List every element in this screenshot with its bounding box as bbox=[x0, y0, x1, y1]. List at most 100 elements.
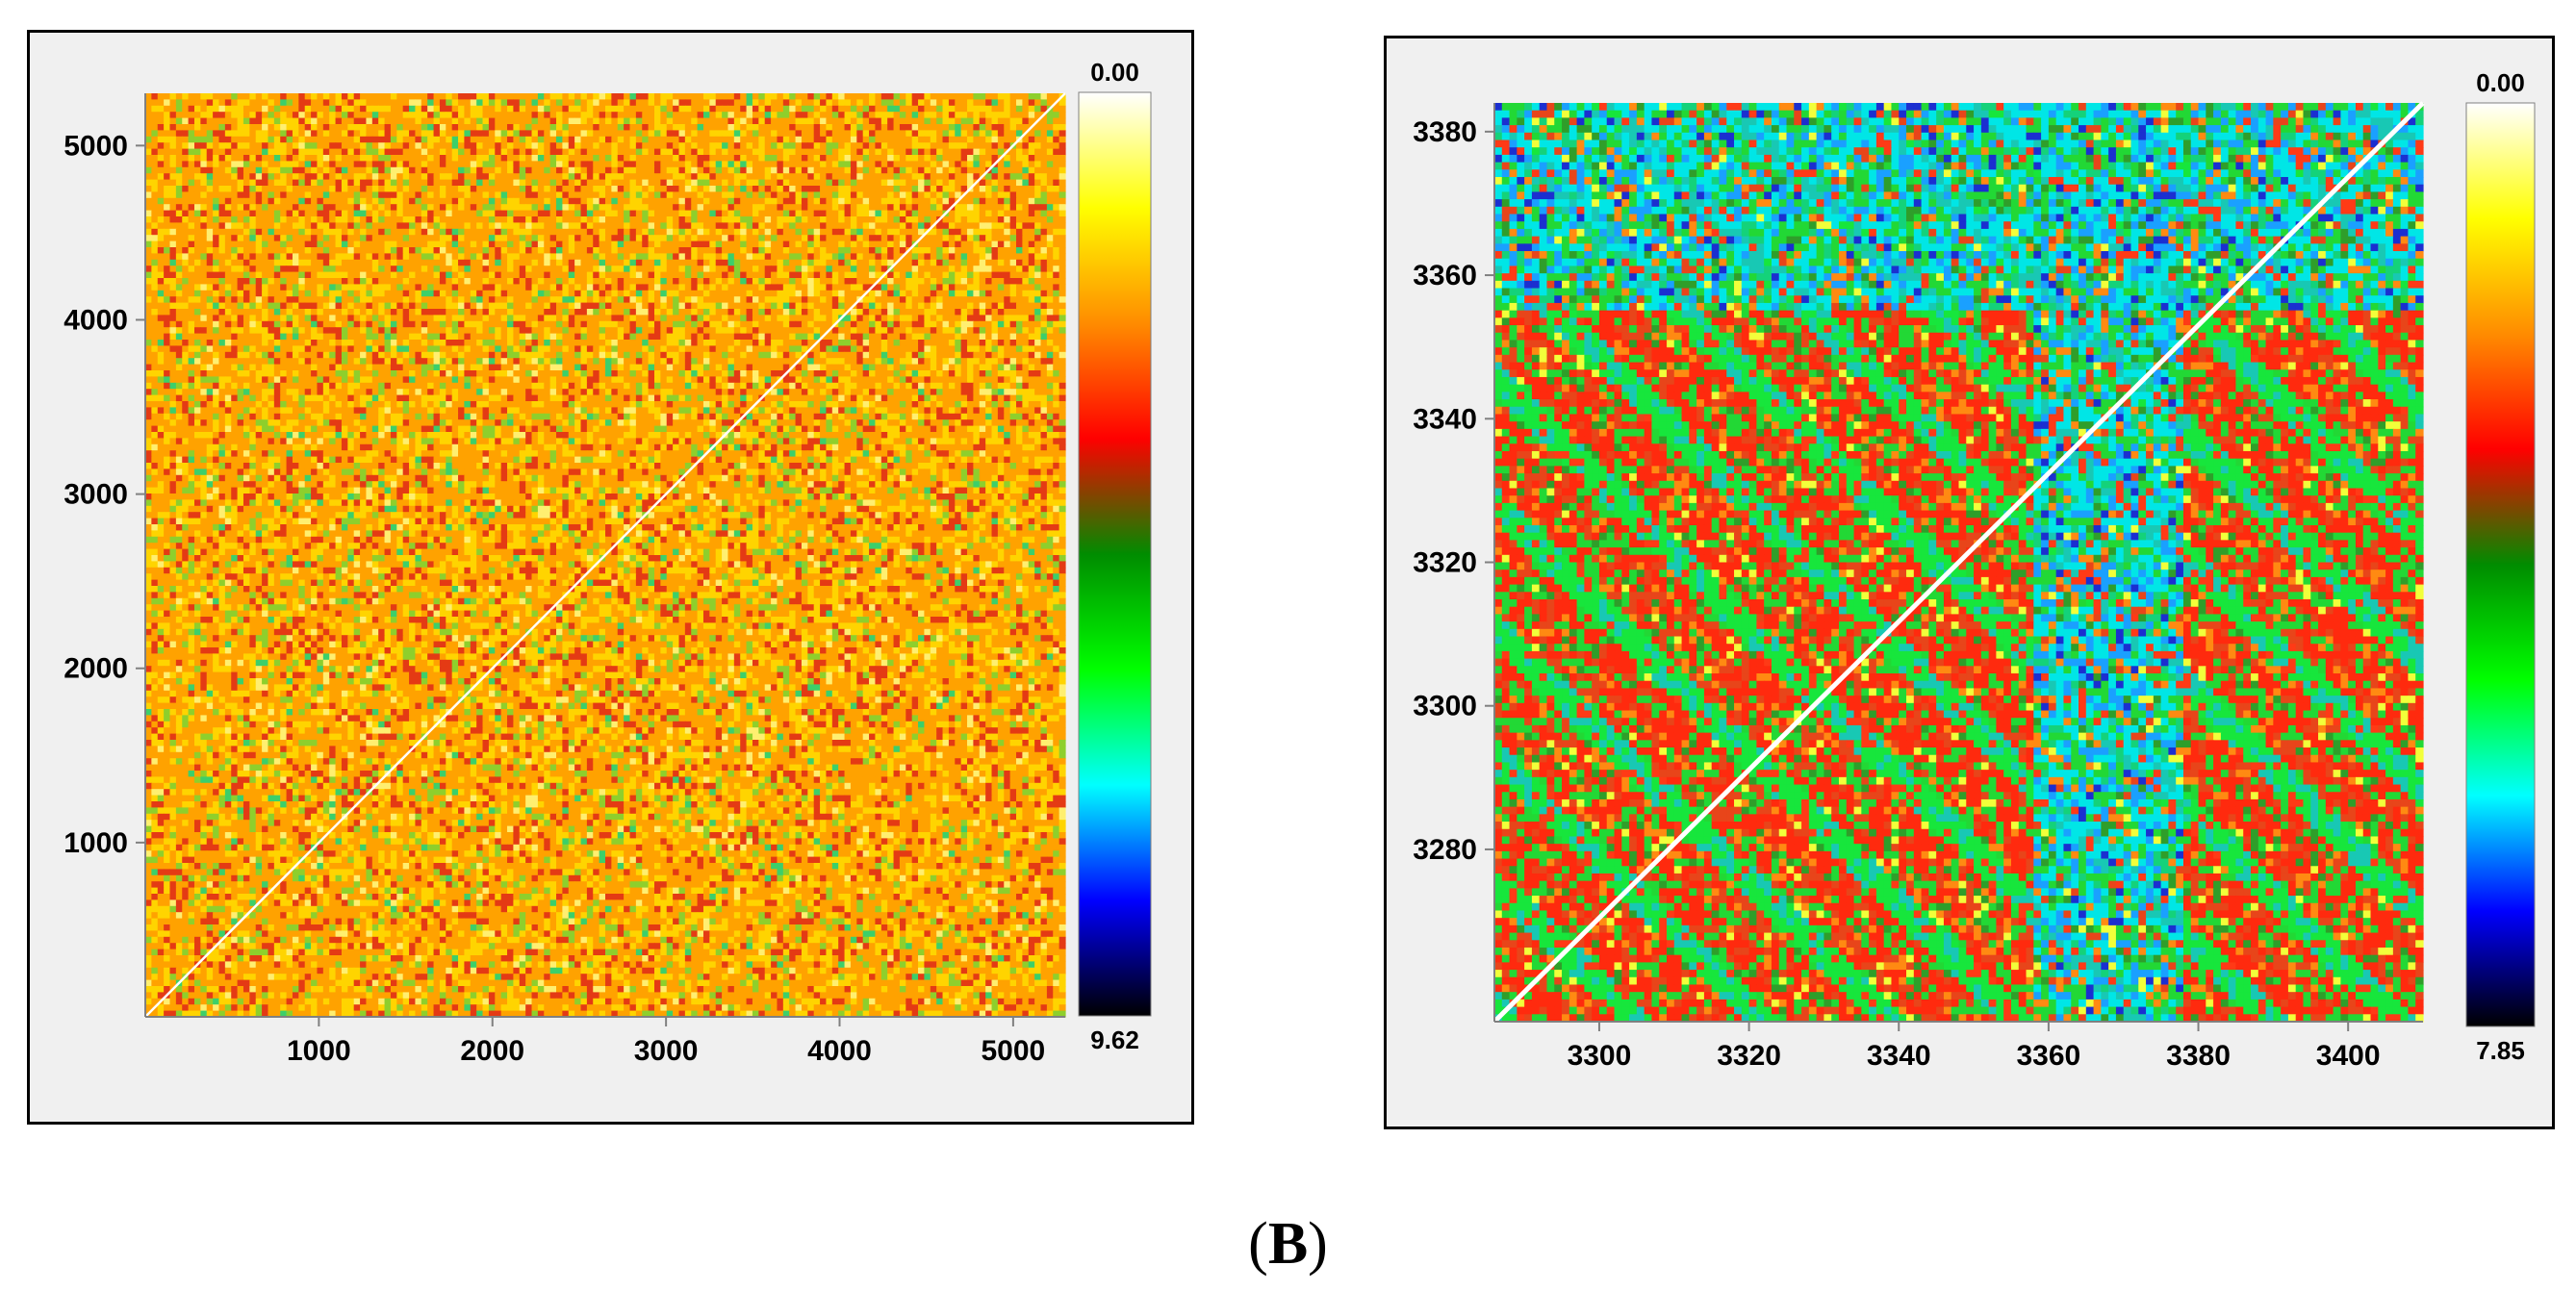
heatmap-cell bbox=[746, 259, 753, 266]
heatmap-cell bbox=[955, 222, 962, 230]
heatmap-cell bbox=[347, 112, 355, 119]
heatmap-cell bbox=[771, 105, 778, 113]
heatmap-cell bbox=[831, 186, 839, 192]
heatmap-cell bbox=[433, 173, 441, 181]
heatmap-cell bbox=[378, 290, 386, 297]
heatmap-cell bbox=[955, 130, 962, 138]
heatmap-cell bbox=[697, 148, 704, 156]
heatmap-cell bbox=[850, 142, 857, 150]
heatmap-cell bbox=[807, 266, 815, 273]
heatmap-cell bbox=[446, 93, 453, 100]
heatmap-cell bbox=[507, 155, 514, 162]
heatmap-cell bbox=[599, 284, 606, 291]
heatmap-cell bbox=[384, 228, 392, 236]
heatmap-cell bbox=[838, 166, 846, 174]
heatmap-cell bbox=[206, 216, 214, 223]
heatmap-cell bbox=[1016, 130, 1023, 138]
heatmap-cell bbox=[396, 278, 404, 285]
heatmap-cell bbox=[322, 112, 330, 119]
heatmap-cell bbox=[1046, 124, 1054, 131]
heatmap-cell bbox=[574, 271, 582, 279]
heatmap-cell bbox=[519, 124, 526, 131]
heatmap-cell bbox=[880, 222, 888, 230]
heatmap-cell bbox=[556, 197, 563, 205]
heatmap-cell bbox=[531, 216, 539, 223]
heatmap-cell bbox=[702, 93, 710, 100]
heatmap-cell bbox=[347, 235, 355, 242]
heatmap-cell bbox=[599, 99, 606, 107]
heatmap-cell bbox=[298, 173, 306, 181]
heatmap-cell bbox=[237, 105, 244, 113]
heatmap-cell bbox=[390, 173, 397, 181]
heatmap-cell bbox=[280, 222, 288, 230]
heatmap-cell bbox=[617, 222, 625, 230]
heatmap-cell bbox=[740, 186, 748, 192]
heatmap-cell bbox=[782, 247, 790, 254]
heatmap-cell bbox=[709, 278, 717, 285]
heatmap-cell bbox=[691, 112, 699, 119]
heatmap-cell bbox=[402, 228, 410, 236]
heatmap-cell bbox=[458, 197, 466, 205]
heatmap-cell bbox=[930, 247, 937, 254]
heatmap-cell bbox=[446, 191, 453, 199]
heatmap-cell bbox=[985, 155, 993, 162]
heatmap-cell bbox=[599, 210, 606, 217]
heatmap-cell bbox=[678, 284, 686, 291]
heatmap-cell bbox=[237, 173, 244, 181]
heatmap-cell bbox=[341, 235, 348, 242]
heatmap-cell bbox=[629, 142, 637, 150]
heatmap-cell bbox=[574, 99, 582, 107]
heatmap-cell bbox=[1028, 173, 1035, 181]
heatmap-cell bbox=[531, 197, 539, 205]
heatmap-cell bbox=[451, 117, 459, 125]
heatmap-cell bbox=[519, 210, 526, 217]
heatmap-cell bbox=[1016, 173, 1023, 181]
heatmap-cell bbox=[164, 247, 171, 254]
heatmap-cell bbox=[298, 240, 306, 248]
heatmap-cell bbox=[648, 124, 655, 131]
heatmap-cell bbox=[188, 253, 195, 261]
heatmap-cell bbox=[789, 216, 797, 223]
heatmap-cell bbox=[930, 191, 937, 199]
heatmap-cell bbox=[384, 117, 392, 125]
heatmap-cell bbox=[789, 105, 797, 113]
heatmap-cell bbox=[801, 142, 808, 150]
heatmap-cell bbox=[869, 210, 877, 217]
heatmap-cell bbox=[371, 99, 379, 107]
heatmap-cell bbox=[568, 259, 575, 266]
heatmap-cell bbox=[304, 186, 312, 192]
heatmap-cell bbox=[629, 161, 637, 168]
heatmap-cell bbox=[746, 191, 753, 199]
heatmap-cell bbox=[415, 197, 422, 205]
heatmap-cell bbox=[304, 240, 312, 248]
heatmap-cell bbox=[495, 222, 502, 230]
heatmap-cell bbox=[268, 296, 275, 304]
heatmap-cell bbox=[844, 155, 852, 162]
heatmap-cell bbox=[758, 253, 766, 261]
heatmap-cell bbox=[1022, 93, 1030, 100]
heatmap-cell bbox=[899, 235, 906, 242]
heatmap-cell bbox=[856, 259, 864, 266]
heatmap-cell bbox=[758, 235, 766, 242]
heatmap-cell bbox=[838, 222, 846, 230]
heatmap-cell bbox=[347, 204, 355, 212]
heatmap-cell bbox=[1040, 278, 1048, 285]
heatmap-cell bbox=[371, 186, 379, 192]
heatmap-cell bbox=[433, 105, 441, 113]
heatmap-cell bbox=[880, 105, 888, 113]
heatmap-cell bbox=[311, 99, 319, 107]
heatmap-cell bbox=[464, 166, 472, 174]
heatmap-cell bbox=[985, 204, 993, 212]
heatmap-cell bbox=[869, 93, 877, 100]
heatmap-cell bbox=[875, 136, 882, 143]
heatmap-cell bbox=[311, 240, 319, 248]
heatmap-cell bbox=[771, 161, 778, 168]
heatmap-cell bbox=[268, 204, 275, 212]
heatmap-cell bbox=[1053, 222, 1060, 230]
heatmap-cell bbox=[918, 278, 926, 285]
heatmap-cell bbox=[353, 197, 361, 205]
heatmap-cell bbox=[826, 247, 833, 254]
heatmap-cell bbox=[967, 105, 974, 113]
heatmap-cell bbox=[574, 148, 582, 156]
heatmap-cell bbox=[292, 204, 299, 212]
